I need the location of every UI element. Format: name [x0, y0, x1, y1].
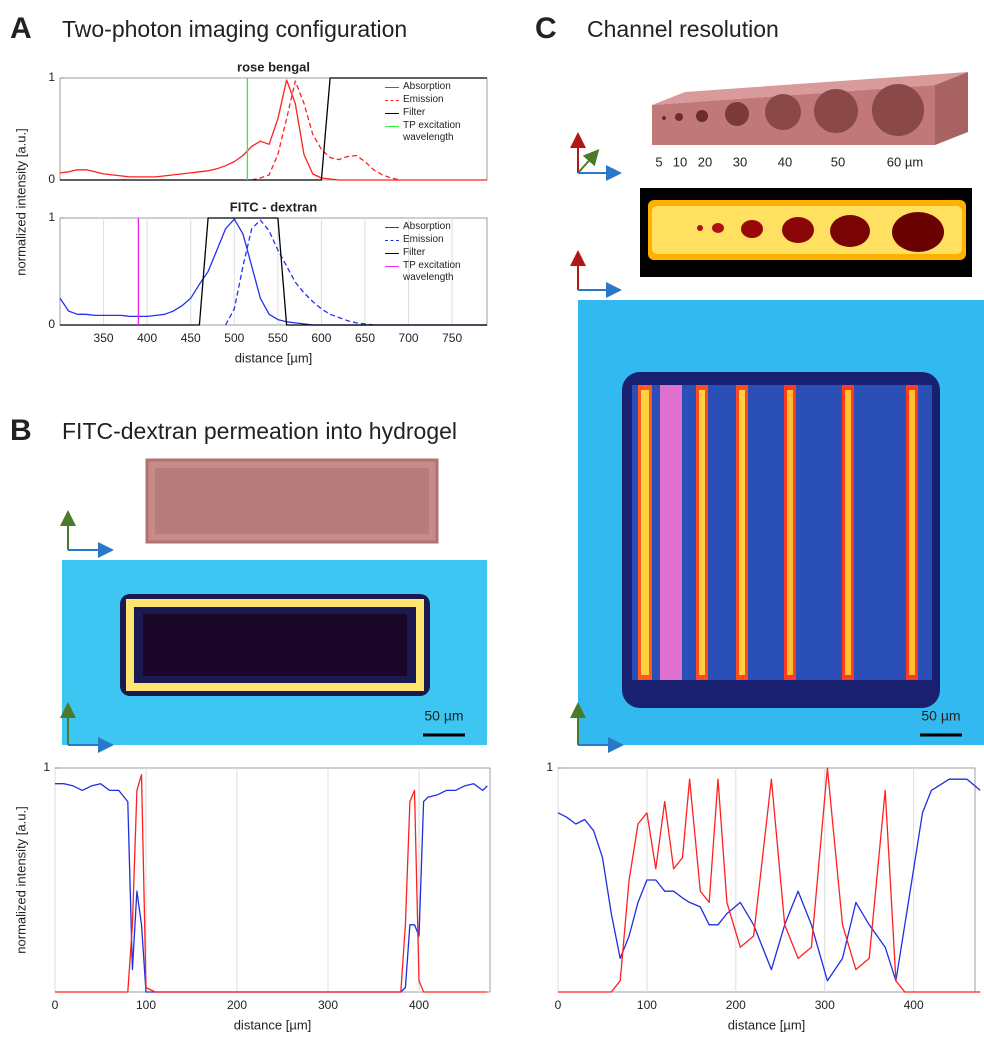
legend-label: TP excitation wavelength — [403, 260, 485, 284]
legend-entry: Filter — [385, 107, 485, 119]
x-axis-label: distance [µm] — [234, 1017, 312, 1032]
x-tick-label: 100 — [637, 998, 657, 1012]
chart-title: rose bengal — [237, 59, 310, 74]
x-tick-label: 300 — [318, 998, 338, 1012]
legend-label: Emission — [403, 234, 444, 246]
legend-swatch — [385, 126, 399, 127]
x-tick-label: 650 — [355, 331, 375, 345]
page: A Two-photon imaging configuration B FIT… — [0, 0, 984, 1041]
plot-area — [55, 768, 490, 992]
x-tick-label: 600 — [311, 331, 331, 345]
panel-title: FITC-dextran permeation into hydrogel — [62, 418, 457, 444]
x-tick-label: 350 — [94, 331, 114, 345]
y-tick-label: 1 — [48, 210, 55, 224]
channel-size-label: 30 — [733, 154, 747, 169]
channel-model — [652, 72, 968, 145]
scale-bar-label: 50 µm — [921, 708, 960, 724]
legend-swatch — [385, 227, 399, 228]
x-tick-label: 550 — [268, 331, 288, 345]
x-tick-label: 200 — [726, 998, 746, 1012]
cross-section-image — [640, 188, 972, 277]
panel-title: Channel resolution — [587, 16, 779, 42]
x-tick-label: 400 — [137, 331, 157, 345]
x-tick-label: 750 — [442, 331, 462, 345]
x-tick-label: 0 — [52, 998, 59, 1012]
y-axis-label: normalized intensity [a.u.] — [13, 806, 28, 953]
y-tick-label: 1 — [48, 70, 55, 84]
channel-size-label: 60 µm — [887, 154, 923, 169]
legend-entry: TP excitation wavelength — [385, 120, 485, 144]
hydrogel-model — [147, 460, 437, 542]
legend-label: Absorption — [403, 221, 451, 233]
micrograph: 50 µm — [62, 560, 487, 745]
x-tick-label: 100 — [136, 998, 156, 1012]
scale-bar-label: 50 µm — [424, 708, 463, 724]
legend-label: TP excitation wavelength — [403, 120, 485, 144]
y-tick-label: 1 — [546, 760, 553, 774]
y-tick-label: 0 — [48, 172, 55, 186]
x-axis-label: distance [µm] — [728, 1017, 806, 1032]
axes-icon — [68, 518, 106, 550]
legend-label: Emission — [403, 94, 444, 106]
legend-swatch — [385, 240, 399, 241]
legend-entry: Absorption — [385, 81, 485, 93]
y-tick-label: 1 — [43, 760, 50, 774]
legend-entry: Emission — [385, 94, 485, 106]
legend-swatch — [385, 100, 399, 101]
x-tick-label: 400 — [904, 998, 924, 1012]
legend-swatch — [385, 253, 399, 254]
legend-entry: Filter — [385, 247, 485, 259]
panel-letter: B — [10, 414, 32, 447]
legend-entry: Emission — [385, 234, 485, 246]
x-tick-label: 450 — [181, 331, 201, 345]
axes-icon — [578, 258, 614, 290]
x-tick-label: 200 — [227, 998, 247, 1012]
x-axis-label: distance [µm] — [235, 350, 313, 365]
legend-entry: Absorption — [385, 221, 485, 233]
y-tick-label: 0 — [48, 317, 55, 331]
channel-size-label: 5 — [655, 154, 662, 169]
x-tick-label: 0 — [555, 998, 562, 1012]
axes-icon — [578, 140, 614, 173]
legend-entry: TP excitation wavelength — [385, 260, 485, 284]
channel-size-labels: 5 10 20 30 40 50 60 µm — [655, 154, 923, 169]
legend-swatch — [385, 87, 399, 88]
channel-size-label: 10 — [673, 154, 687, 169]
panel-letter: A — [10, 12, 32, 45]
panel-letter: C — [535, 12, 557, 45]
channel-size-label: 20 — [698, 154, 712, 169]
legend-label: Absorption — [403, 81, 451, 93]
x-tick-label: 300 — [815, 998, 835, 1012]
channel-size-label: 50 — [831, 154, 845, 169]
legend-swatch — [385, 266, 399, 267]
micrograph: 50 µm — [578, 300, 984, 745]
legend-label: Filter — [403, 247, 425, 259]
x-tick-label: 400 — [409, 998, 429, 1012]
panel-title: Two-photon imaging configuration — [62, 16, 407, 42]
legend-label: Filter — [403, 107, 425, 119]
x-tick-label: 500 — [224, 331, 244, 345]
figure: A Two-photon imaging configuration B FIT… — [0, 0, 984, 1041]
legend-swatch — [385, 113, 399, 114]
y-axis-label: normalized intensity [a.u.] — [13, 128, 28, 275]
chart-title: FITC - dextran — [230, 199, 317, 214]
channel-size-label: 40 — [778, 154, 792, 169]
x-tick-label: 700 — [399, 331, 419, 345]
